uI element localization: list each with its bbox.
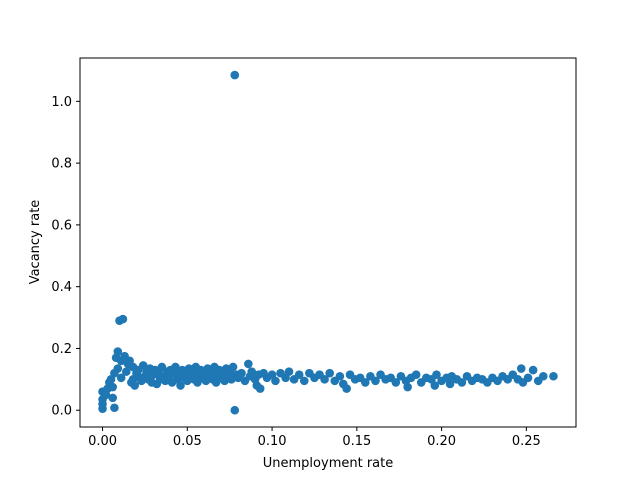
data-point xyxy=(284,367,294,376)
y-tick-label: 0.2 xyxy=(51,342,72,357)
data-point xyxy=(432,370,441,380)
data-point xyxy=(113,364,123,373)
data-point xyxy=(528,365,538,375)
data-point xyxy=(230,70,240,80)
data-point xyxy=(430,381,440,390)
data-point xyxy=(230,405,240,415)
y-tick-label: 0.0 xyxy=(51,404,72,419)
data-point xyxy=(176,381,185,390)
data-point xyxy=(445,379,455,389)
y-axis-label: Vacancy rate xyxy=(28,200,43,285)
data-point xyxy=(121,367,131,376)
data-point xyxy=(247,367,257,376)
data-point xyxy=(237,368,246,378)
y-tick-label: 1.0 xyxy=(51,95,72,110)
data-point xyxy=(342,384,351,393)
data-points xyxy=(98,70,558,415)
data-point xyxy=(371,376,380,386)
data-point xyxy=(403,382,412,392)
x-tick-label: 0.10 xyxy=(258,434,287,449)
data-point xyxy=(108,382,118,392)
data-point xyxy=(116,373,126,383)
data-point xyxy=(523,373,533,383)
data-point xyxy=(391,378,401,387)
x-tick-label: 0.05 xyxy=(173,434,202,449)
y-tick-label: 0.8 xyxy=(51,157,72,172)
data-point xyxy=(118,314,128,324)
x-tick-label: 0.15 xyxy=(342,434,371,449)
data-point xyxy=(549,371,558,381)
x-axis-ticks: 0.00 0.05 0.10 0.15 0.20 0.25 xyxy=(88,427,541,449)
y-tick-label: 0.6 xyxy=(51,218,72,233)
data-point xyxy=(171,362,180,372)
data-point xyxy=(271,376,280,386)
x-tick-label: 0.25 xyxy=(512,434,541,449)
y-axis-ticks: 0.0 0.2 0.4 0.6 0.8 1.0 xyxy=(51,95,80,419)
data-point xyxy=(108,393,118,403)
x-tick-label: 0.20 xyxy=(427,434,456,449)
plot-area-frame xyxy=(79,57,577,428)
y-tick-label: 0.4 xyxy=(51,280,72,295)
x-axis-label: Unemployment rate xyxy=(263,456,393,471)
data-point xyxy=(320,375,329,384)
data-point xyxy=(294,370,304,380)
data-point xyxy=(360,378,370,387)
data-point xyxy=(325,368,335,378)
data-point xyxy=(255,384,265,393)
data-point xyxy=(457,378,467,387)
data-point xyxy=(516,364,526,373)
x-tick-label: 0.00 xyxy=(88,434,117,449)
data-point xyxy=(411,370,421,380)
data-point xyxy=(335,371,345,381)
data-point xyxy=(244,359,253,369)
data-point xyxy=(110,403,119,413)
data-point xyxy=(130,381,140,390)
data-point xyxy=(228,362,238,372)
data-point xyxy=(299,376,309,386)
data-point xyxy=(113,347,123,356)
data-point xyxy=(538,371,548,381)
